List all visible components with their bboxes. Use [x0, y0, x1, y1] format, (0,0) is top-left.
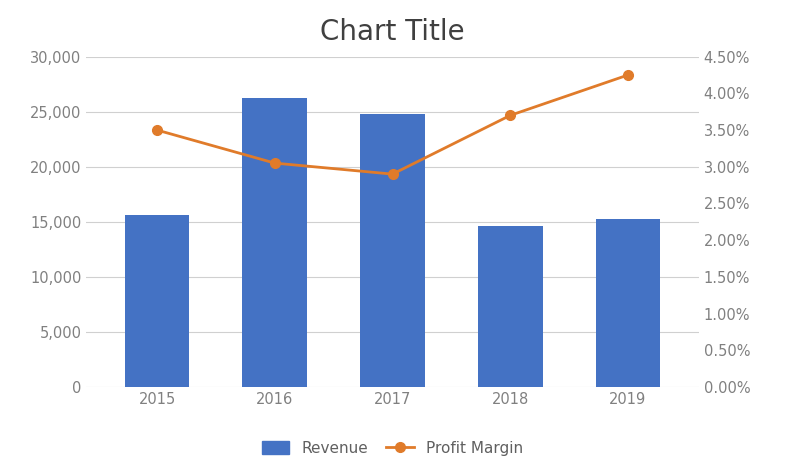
Bar [596, 219, 660, 387]
Profit Margin [506, 112, 515, 118]
Legend: Revenue, Profit Margin: Revenue, Profit Margin [256, 435, 529, 462]
Profit Margin [152, 127, 162, 133]
Profit Margin [623, 72, 633, 78]
Bar [478, 226, 542, 387]
Bar [243, 99, 307, 387]
Bar [360, 114, 425, 387]
Bar [125, 215, 189, 387]
Profit Margin [270, 160, 279, 166]
Profit Margin [388, 171, 397, 177]
Line: Profit Margin: Profit Margin [152, 70, 633, 179]
Title: Chart Title: Chart Title [320, 18, 465, 46]
